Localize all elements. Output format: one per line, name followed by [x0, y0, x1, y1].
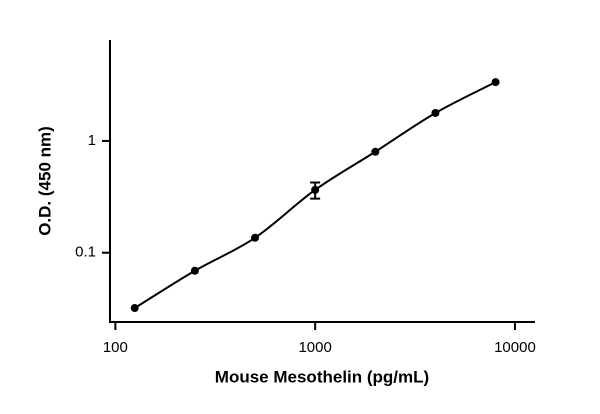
data-point	[190, 266, 199, 275]
data-point	[130, 304, 139, 313]
data-point	[431, 108, 440, 117]
x-tick-label: 10000	[494, 339, 536, 356]
y-axis-title: O.D. (450 nm)	[35, 126, 54, 236]
data-point	[311, 185, 320, 194]
x-tick-label: 100	[103, 339, 128, 356]
data-point	[371, 147, 380, 156]
y-tick-label: 1	[88, 132, 96, 149]
x-tick-label: 1000	[298, 339, 331, 356]
data-point	[251, 233, 260, 242]
x-axis-title: Mouse Mesothelin (pg/mL)	[215, 367, 429, 386]
data-point	[491, 78, 500, 87]
y-tick-label: 0.1	[75, 244, 96, 261]
